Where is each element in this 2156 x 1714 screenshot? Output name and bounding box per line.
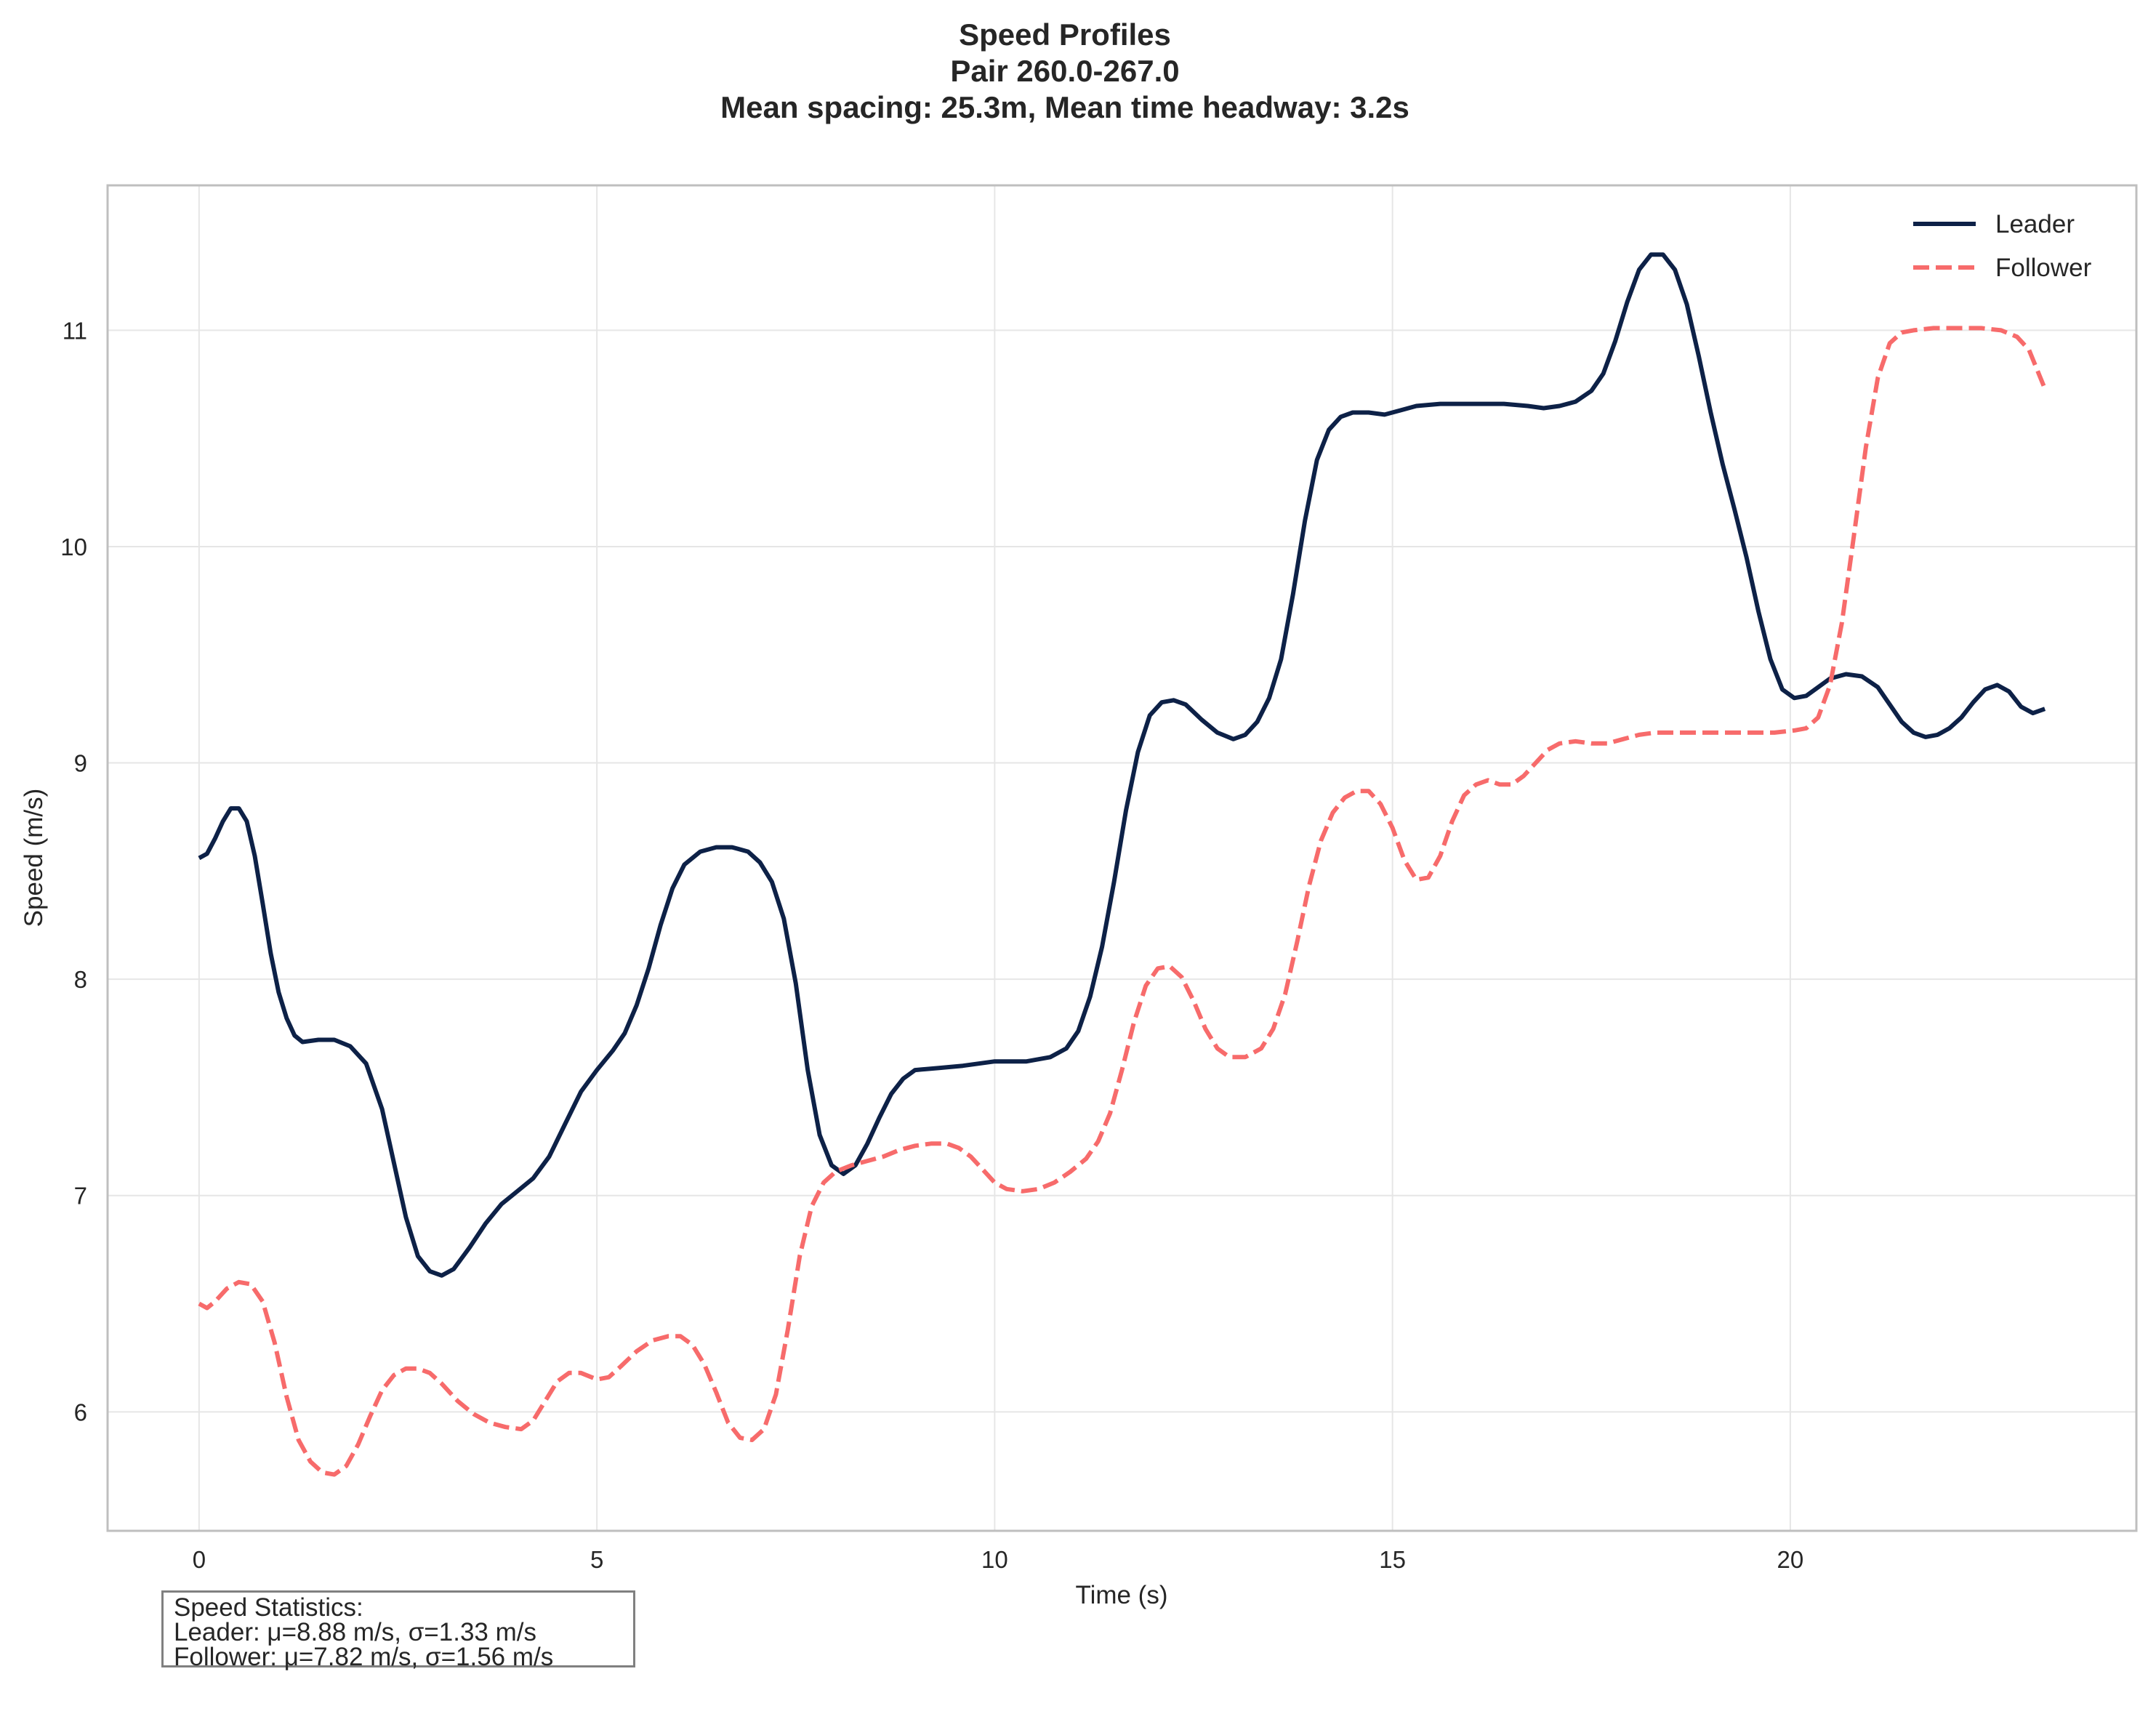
grid-lines: [108, 185, 2136, 1531]
stats-follower: Follower: μ=7.82 m/s, σ=1.56 m/s: [174, 1643, 554, 1671]
y-tick-label: 6: [74, 1399, 87, 1425]
x-tick-label: 0: [193, 1546, 206, 1573]
chart-title-line-1: Speed Profiles: [959, 17, 1171, 52]
plot-frame: [106, 184, 2138, 1532]
stats-heading: Speed Statistics:: [174, 1593, 363, 1622]
y-tick-label: 7: [74, 1183, 87, 1210]
legend-follower-label: Follower: [1995, 254, 2092, 282]
tick-labels: 0 5 10 15 20 6 7 8 9 10 11: [60, 317, 1803, 1573]
y-tick-label: 9: [74, 750, 87, 777]
stats-leader: Leader: μ=8.88 m/s, σ=1.33 m/s: [174, 1618, 536, 1646]
x-tick-label: 10: [981, 1546, 1008, 1573]
y-axis-label: Speed (m/s): [20, 789, 48, 928]
series-line-follower: [198, 326, 2047, 1477]
x-tick-label: 15: [1379, 1546, 1406, 1573]
y-tick-label: 10: [60, 534, 87, 560]
chart-title-line-3: Mean spacing: 25.3m, Mean time headway: …: [720, 90, 1409, 124]
x-axis-label: Time (s): [1075, 1581, 1167, 1609]
x-tick-label: 5: [590, 1546, 603, 1573]
y-tick-label: 8: [74, 966, 87, 993]
y-tick-label: 11: [63, 317, 87, 344]
speed-statistics-box: Speed Statistics: Leader: μ=8.88 m/s, σ=…: [161, 1590, 635, 1671]
legend-leader-label: Leader: [1995, 210, 2075, 238]
chart-title-line-2: Pair 260.0-267.0: [950, 54, 1179, 88]
plot-series: [198, 252, 2047, 1477]
x-tick-label: 20: [1777, 1546, 1804, 1573]
series-line-leader: [198, 252, 2046, 1278]
legend: Leader Follower: [1913, 210, 2092, 282]
